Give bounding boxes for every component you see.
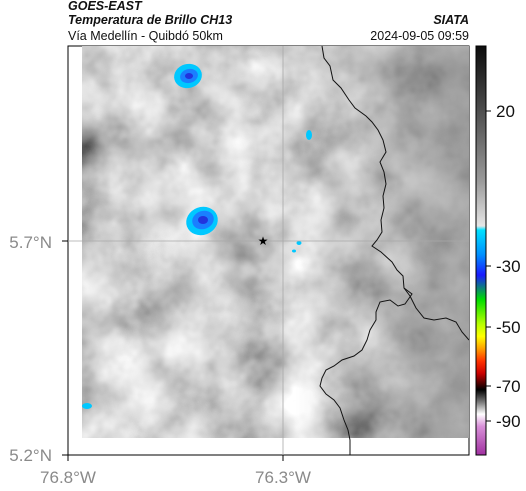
cold-cloud-top-southwest [82,403,92,409]
cold-cloud-top-tiny [296,241,302,245]
colorbar-tick-label: -50 [496,318,521,337]
star-marker-icon: ★ [258,234,269,248]
colorbar-tick-label: -90 [496,412,521,431]
lon-tick-label: 76.8°W [40,468,96,487]
cold-cloud-top-tiny-2 [292,249,296,253]
agency-label: SIATA [433,13,469,27]
colorbar: 20 -30 -50 -70 -90 [475,45,521,456]
satellite-title: GOES-EAST [68,0,142,13]
region-subtitle: Vía Medellín - Quibdó 50km [68,29,223,43]
warm-region-shading [82,46,469,438]
colorbar-tick-label: -30 [496,257,521,276]
department-boundary [319,46,413,455]
lon-tick-label: 76.3°W [255,468,311,487]
product-title: Temperatura de Brillo CH13 [68,13,233,27]
colorbar-tick-label: 20 [496,102,515,121]
department-boundary-east [403,287,469,341]
cold-cloud-top-north [174,63,202,89]
colorbar-gradient [475,45,487,456]
lat-tick-label: 5.2°N [9,446,52,465]
lat-tick-label: 5.7°N [9,233,52,252]
timestamp-label: 2024-09-05 09:59 [370,29,469,43]
cold-cloud-top-central [186,206,218,236]
colorbar-tick-label: -70 [496,377,521,396]
cold-cloud-top-small [306,130,312,140]
